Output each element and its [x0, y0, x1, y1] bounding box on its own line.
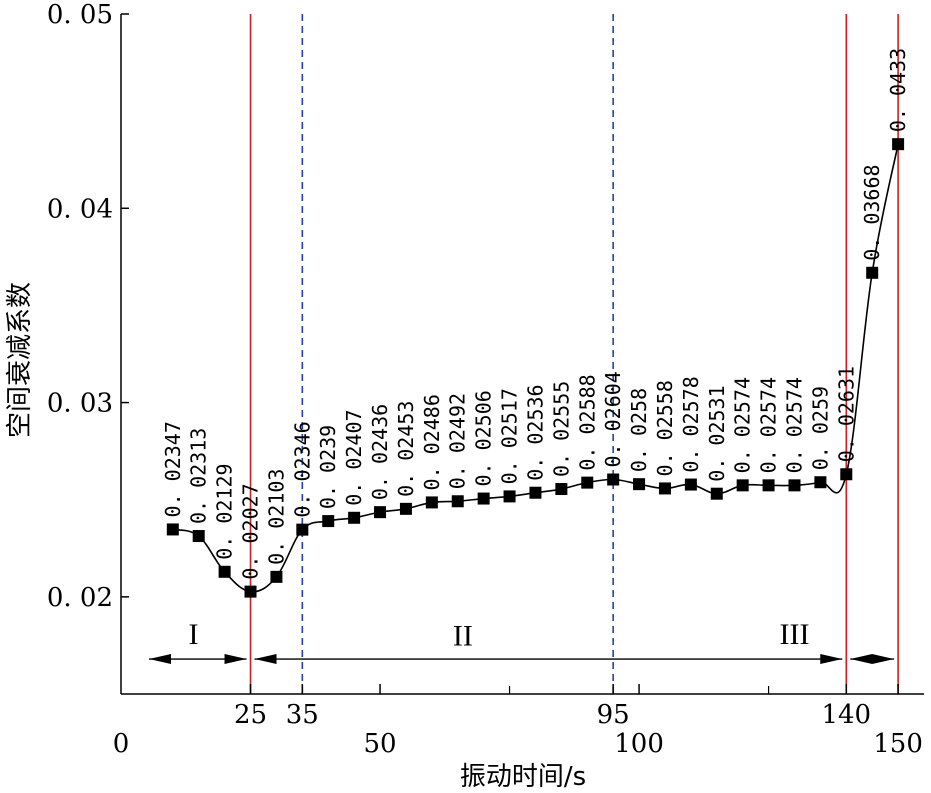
data-point [684, 478, 697, 491]
data-point [166, 523, 179, 536]
x-tick-label: 100 [614, 729, 664, 759]
data-label: 0. 02574 [731, 377, 755, 473]
data-point [348, 511, 361, 524]
data-point [581, 476, 594, 489]
guide-lines-layer [249, 14, 899, 694]
x-tick-label: 0 [113, 729, 130, 759]
data-point [374, 506, 387, 519]
data-label: 0. 02517 [498, 388, 522, 484]
data-label: 0. 0259 [808, 386, 832, 470]
data-point [840, 468, 853, 481]
data-point [555, 483, 568, 496]
region-arrow-head [149, 654, 171, 665]
data-label: 0. 02129 [213, 463, 237, 559]
data-point [736, 479, 749, 492]
data-label: 0. 02453 [394, 401, 418, 497]
data-point [892, 138, 905, 151]
data-label: 0. 0433 [886, 48, 910, 132]
region-label-I: I [189, 618, 199, 651]
data-label: 0. 02486 [420, 394, 444, 490]
data-point [425, 496, 438, 509]
region-arrow-head [850, 654, 873, 665]
region-label-II: II [453, 620, 473, 653]
y-tick-label: 0. 04 [47, 194, 113, 224]
region-arrow-head [872, 654, 895, 665]
data-label: 0. 02531 [705, 385, 729, 481]
region-arrow-head [254, 654, 277, 665]
data-label: 0. 02103 [264, 469, 288, 565]
data-label: 0. 0239 [316, 425, 340, 509]
data-label: 0. 02574 [757, 377, 781, 473]
data-label: 0. 02506 [472, 390, 496, 486]
x-tick-label: 150 [873, 729, 923, 759]
data-label: 0. 02436 [368, 404, 392, 500]
data-label: 0. 02578 [679, 376, 703, 472]
data-point [296, 523, 309, 536]
y-tick-label: 0. 05 [47, 0, 113, 30]
region-arrow-head [820, 654, 843, 665]
x-tick-label: 50 [363, 729, 396, 759]
data-label: 0. 02492 [446, 393, 470, 489]
y-tick-label: 0. 03 [47, 389, 113, 419]
x-tick-label: 25 [234, 700, 267, 730]
x-tick-label: 140 [821, 700, 871, 730]
data-label: 0. 02347 [161, 421, 185, 517]
data-label: 0. 02346 [290, 421, 314, 517]
data-point [192, 530, 205, 543]
data-label: 0. 02027 [239, 483, 263, 579]
data-point [529, 486, 542, 499]
y-tick-label: 0. 02 [47, 583, 113, 613]
data-point [270, 570, 283, 583]
data-point [218, 565, 231, 578]
data-label: 0. 02588 [575, 374, 599, 470]
region-arrow-head [224, 654, 247, 665]
series-layer [166, 138, 905, 598]
data-label: 0. 02555 [549, 381, 573, 477]
data-point [322, 515, 335, 528]
data-label: 0. 02407 [342, 409, 366, 505]
data-label: 0. 02574 [782, 377, 806, 473]
y-axis-title: 空间衰减系数 [5, 282, 35, 438]
x-axis-title: 振动时间/s [460, 762, 586, 792]
data-point [762, 479, 775, 492]
data-point [451, 495, 464, 508]
data-point [503, 490, 516, 503]
axes-layer: 空间衰减系数 振动时间/s [5, 14, 924, 792]
data-point [814, 476, 827, 489]
data-label: 0. 02313 [187, 428, 211, 524]
x-tick-label: 35 [286, 700, 319, 730]
data-label: 0. 03668 [860, 164, 884, 260]
data-label: 0. 02536 [523, 384, 547, 480]
data-point [607, 473, 620, 486]
regions-layer: I II III [149, 618, 895, 665]
data-point [244, 585, 257, 598]
data-point [710, 487, 723, 500]
data-labels-layer: 0. 02347 0. 02313 0. 02129 0. 02027 0. 02103… [161, 48, 910, 580]
x-tick-label: 95 [597, 700, 630, 730]
data-label: 0. 0258 [627, 388, 651, 472]
data-point [633, 478, 646, 491]
data-label: 0. 02604 [601, 371, 625, 467]
data-point [866, 266, 879, 279]
data-label: 0. 02631 [834, 366, 858, 462]
data-point [788, 479, 801, 492]
region-label-III: III [779, 618, 809, 651]
data-point [658, 482, 671, 495]
data-label: 0. 02558 [653, 380, 677, 476]
data-point [399, 502, 412, 515]
data-point [477, 492, 490, 505]
